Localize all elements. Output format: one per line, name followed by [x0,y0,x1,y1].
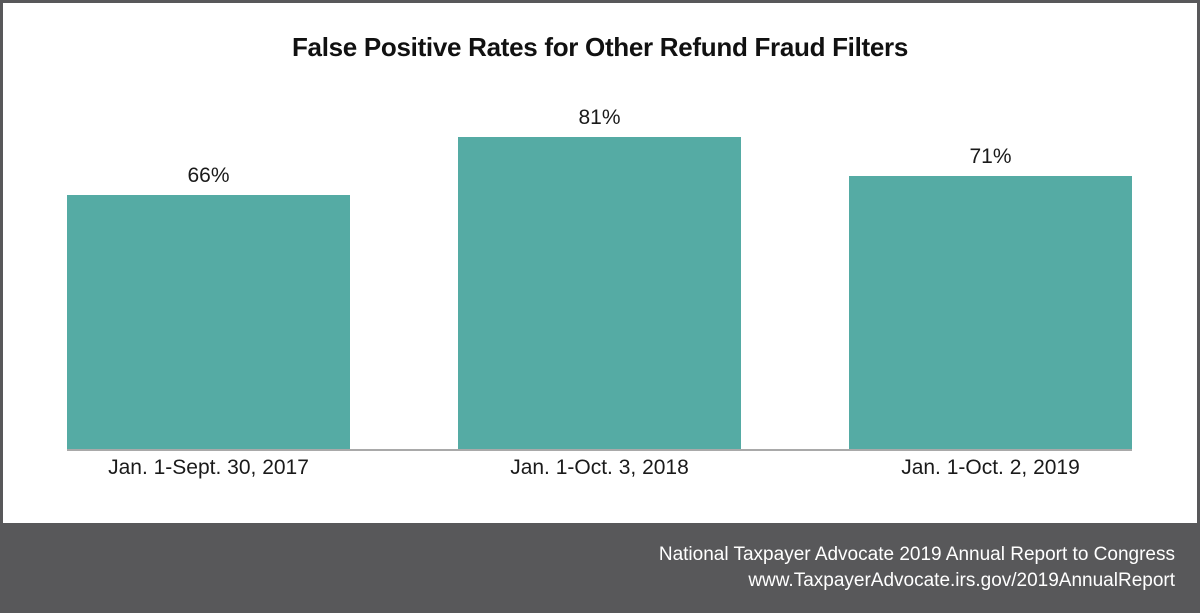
bar-column: 66% [67,164,350,449]
chart-title: False Positive Rates for Other Refund Fr… [291,32,909,62]
bar-column: 71% [849,145,1132,449]
footer-url-text: www.TaxpayerAdvocate.irs.gov/2019AnnualR… [748,570,1175,591]
bar-value-label: 66% [187,164,230,187]
bar-column: 81% [458,106,741,449]
footer-source-text: National Taxpayer Advocate 2019 Annual R… [658,544,1175,565]
footer-band: National Taxpayer Advocate 2019 Annual R… [0,523,1200,613]
bar-value-label: 71% [969,145,1012,168]
bars-row: 66% 81% 71% [67,3,1132,449]
bar [849,176,1132,449]
x-axis-label: Jan. 1-Oct. 3, 2018 [510,456,689,479]
x-axis-baseline [67,449,1132,451]
bar [67,195,350,449]
bar-value-label: 81% [578,106,621,129]
xaxis-row: Jan. 1-Sept. 30, 2017 Jan. 1-Oct. 3, 2018… [67,456,1132,480]
x-axis-label: Jan. 1-Oct. 2, 2019 [901,456,1080,479]
x-axis-label: Jan. 1-Sept. 30, 2017 [108,456,309,479]
bar [458,137,741,449]
